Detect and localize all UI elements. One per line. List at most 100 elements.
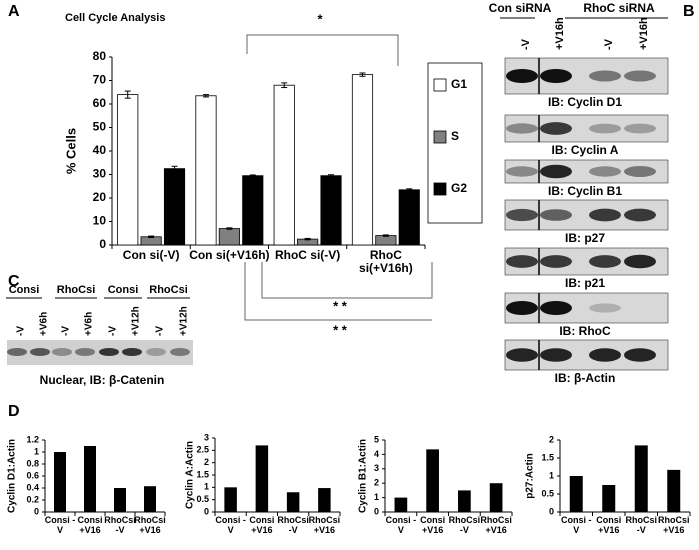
y-tick-label: 3: [374, 463, 379, 473]
y-tick-label: 0.8: [26, 458, 39, 468]
bar: [602, 485, 616, 512]
band: [506, 69, 538, 83]
band: [170, 348, 190, 356]
band: [75, 348, 95, 356]
error-bar: [359, 72, 366, 77]
panel-label: A: [8, 3, 20, 20]
bar: [218, 228, 240, 246]
band: [589, 208, 621, 222]
y-tick-label: 4: [374, 449, 379, 459]
x-tick-label: Con si(-V): [122, 248, 180, 262]
x-tick-label: Consi +V16: [420, 515, 446, 535]
y-axis-label: p27:Actin: [525, 453, 536, 499]
x-tick-label: Consi +V16: [596, 515, 622, 535]
legend-swatch: [433, 130, 447, 144]
band: [589, 123, 621, 134]
lane-label: -V: [155, 326, 166, 336]
y-tick-label: 1: [549, 470, 554, 480]
x-tick-label: RhoCsi +V16: [480, 515, 512, 535]
error-bar: [226, 227, 233, 230]
bar: [320, 175, 342, 246]
bar: [163, 168, 186, 246]
y-tick-label: 1.2: [26, 434, 39, 444]
bar: [667, 469, 681, 512]
lane-label: +V16h: [554, 17, 566, 50]
error-bar: [328, 174, 335, 178]
band: [99, 348, 119, 356]
blot-label: IB: RhoC: [559, 324, 611, 338]
lane-label: -V: [108, 326, 119, 336]
legend-swatch: [433, 182, 447, 196]
band: [540, 255, 572, 268]
y-tick-label: 0.5: [196, 494, 209, 504]
band: [589, 255, 621, 268]
lane-label: -V: [520, 38, 532, 50]
y-tick-label: 0: [204, 506, 209, 516]
x-tick-label: Con si(+V16h): [189, 248, 270, 262]
y-tick-label: 1: [34, 446, 39, 456]
band: [30, 348, 50, 356]
band: [506, 166, 538, 177]
bar: [489, 483, 503, 512]
y-tick-label: 50: [93, 120, 107, 134]
band: [122, 348, 142, 356]
blot: [504, 114, 669, 143]
x-tick-label: Consi -V: [215, 515, 246, 535]
significance: * *: [333, 322, 348, 337]
bar: [351, 74, 374, 246]
y-tick-label: 2: [374, 478, 379, 488]
legend-label: S: [451, 129, 459, 143]
y-tick-label: 0.4: [26, 482, 39, 492]
band: [540, 209, 572, 221]
error-bar: [406, 188, 413, 192]
blot-label: IB: p21: [565, 276, 605, 290]
error-bar: [382, 234, 389, 237]
band: [7, 348, 27, 356]
x-tick-label: RhoCsi -V: [625, 515, 658, 535]
blot-label: IB: β-Actin: [555, 371, 616, 385]
x-tick-label: RhoCsi +V16: [134, 515, 166, 535]
x-tick-label: RhoCsi -V: [277, 515, 309, 535]
y-tick-label: 70: [93, 73, 107, 87]
y-tick-label: 1.5: [541, 452, 554, 462]
bar: [426, 449, 439, 512]
y-tick-label: 0: [99, 237, 106, 251]
x-tick-label: RhoCsi +V16: [308, 515, 341, 535]
lane-label: +V12h: [179, 306, 190, 336]
y-tick-label: 2.5: [196, 445, 209, 455]
y-tick-label: 0: [34, 506, 39, 516]
y-tick-label: 1: [374, 492, 379, 502]
x-tick-label: RhoCsi +V16: [658, 515, 690, 535]
bar: [318, 488, 331, 512]
lane-label: +V16h: [638, 17, 650, 50]
bracket: [261, 262, 433, 299]
error-bar: [171, 165, 178, 172]
blot-label: IB: Cyclin D1: [548, 95, 622, 109]
band: [506, 208, 538, 222]
bracket: [244, 262, 432, 321]
band: [624, 123, 656, 134]
bar: [144, 486, 156, 512]
chart-title: Cell Cycle Analysis: [65, 12, 165, 24]
lane-label: +V12h: [131, 306, 142, 336]
significance: *: [317, 11, 323, 26]
legend-swatch: [433, 78, 447, 92]
bar: [54, 452, 66, 512]
band: [506, 348, 538, 362]
band: [589, 166, 621, 177]
blot-group: RhoCsi: [149, 284, 188, 296]
band: [540, 122, 572, 135]
band: [624, 348, 656, 362]
y-tick-label: 1: [204, 482, 209, 492]
error-bar: [304, 237, 311, 241]
bar: [569, 476, 583, 512]
band: [589, 70, 621, 82]
panel-label: D: [8, 403, 20, 420]
bar: [242, 175, 264, 246]
y-axis-label: Cyclin A:Actin: [185, 441, 196, 509]
x-tick-label: RhoC si(+V16h): [359, 248, 413, 276]
lane-label: -V: [16, 326, 27, 336]
blot-group: RhoC siRNA: [583, 1, 655, 15]
